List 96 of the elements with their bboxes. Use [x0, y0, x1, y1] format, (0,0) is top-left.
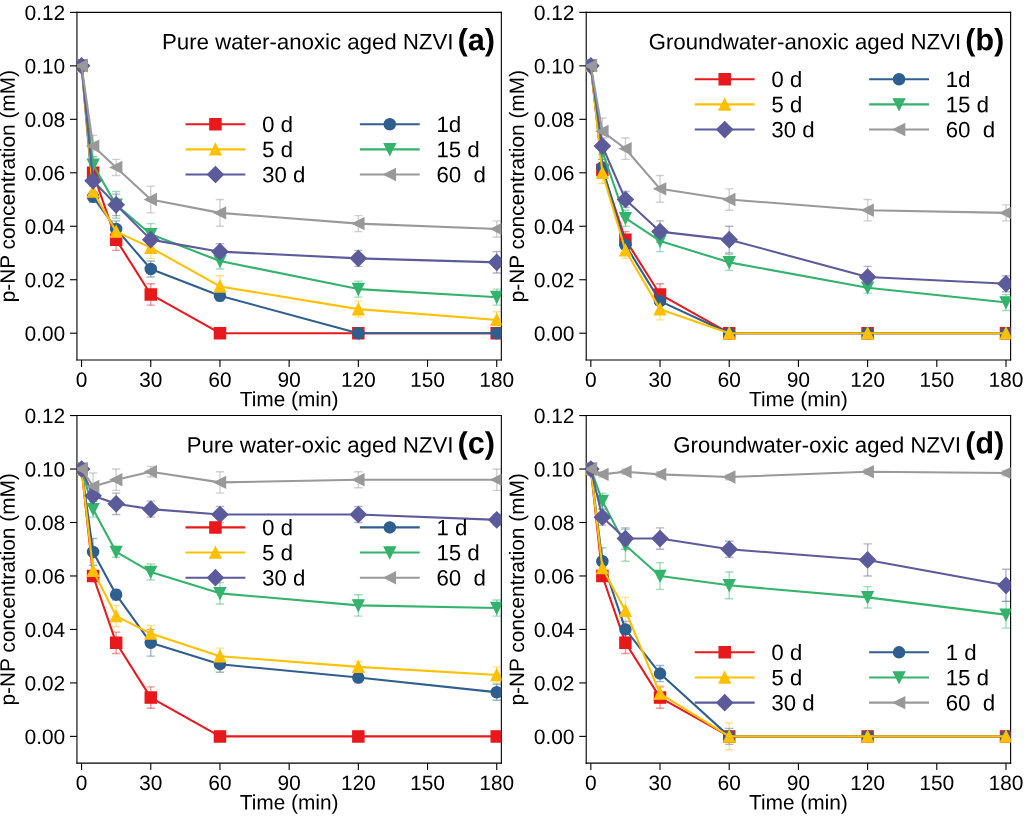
legend-label: 60 d: [437, 166, 485, 183]
legend-label: 5 d: [263, 544, 292, 561]
y-axis-title: p-NP concentration (mM): [0, 474, 20, 705]
x-tick-label: 90: [278, 372, 300, 388]
x-tick-label: 0: [585, 372, 596, 388]
y-tick-label: 0.10: [25, 58, 65, 74]
x-tick-label: 90: [278, 775, 300, 791]
y-axis-title: p-NP concentration (mM): [508, 474, 529, 705]
y-tick-label: 0.00: [25, 326, 65, 341]
y-tick-label: 0.10: [534, 462, 574, 477]
text: Pure water-anoxic aged NZVI: [163, 33, 452, 54]
y-tick-label: 0.12: [534, 5, 574, 21]
y-tick-label: 0.00: [534, 326, 574, 341]
x-tick-label: 180: [990, 372, 1023, 388]
legend-label: 30 d: [262, 166, 304, 183]
x-tick-label: 120: [851, 372, 885, 388]
legend-label: 0 d: [772, 644, 801, 661]
legend-label: 0 d: [772, 70, 801, 88]
annotation: (b): [966, 28, 1003, 57]
y-tick-label: 0.08: [534, 515, 574, 531]
y-tick-label: 0.04: [534, 219, 574, 235]
legend-label: 30 d: [772, 694, 814, 711]
x-tick-label: 150: [411, 775, 445, 791]
y-tick-label: 0.00: [25, 729, 65, 745]
x-tick-label: 90: [787, 372, 810, 388]
y-tick-label: 0.00: [534, 729, 574, 745]
y-tick-label: 0.06: [534, 165, 574, 181]
legend-label: 60 d: [946, 121, 994, 138]
legend-label: 5 d: [772, 669, 801, 686]
annotation: (d): [966, 431, 1003, 460]
y-tick-label: 0.08: [534, 112, 574, 128]
x-axis-title: Time (min): [240, 794, 338, 814]
legend-label: 60 d: [437, 569, 485, 586]
y-tick-label: 0.02: [25, 272, 65, 288]
x-tick-label: 120: [851, 775, 885, 791]
y-tick-label: 0.10: [534, 58, 574, 74]
y-tick-label: 0.02: [25, 675, 65, 691]
y-tick-label: 0.12: [25, 5, 65, 21]
y-tick-label: 0.02: [534, 675, 574, 691]
x-axis-title: Time (min): [749, 391, 847, 411]
legend-label: 1d: [438, 115, 460, 133]
x-tick-label: 60: [718, 372, 740, 388]
y-tick-label: 0.04: [25, 622, 65, 638]
y-tick-label: 0.12: [25, 408, 65, 424]
annotation: (a): [459, 28, 494, 57]
legend-label: 15 d: [947, 96, 988, 113]
y-axis-title: p-NP concentration (mM): [0, 71, 20, 301]
legend-label: 0 d: [262, 519, 292, 536]
x-tick-label: 150: [921, 372, 954, 388]
legend-label: 1d: [947, 70, 970, 88]
text: Pure water-oxic aged NZVI: [188, 436, 452, 458]
x-tick-label: 30: [139, 372, 162, 388]
y-axis-title: p-NP concentration (mM): [508, 71, 529, 301]
x-tick-label: 0: [76, 775, 87, 791]
y-tick-label: 0.08: [25, 515, 65, 531]
x-axis-title: Time (min): [749, 794, 847, 814]
x-tick-label: 120: [342, 775, 375, 791]
legend-label: 1 d: [438, 519, 466, 536]
legend-label: 5 d: [263, 141, 292, 158]
x-tick-label: 90: [787, 775, 810, 791]
text: Groundwater-oxic aged NZVI: [674, 436, 959, 458]
x-tick-label: 60: [209, 372, 231, 388]
x-tick-label: 180: [480, 372, 514, 388]
x-tick-label: 0: [76, 372, 87, 388]
x-axis-title: Time (min): [240, 391, 338, 411]
legend-label: 30 d: [262, 569, 304, 586]
text: Groundwater-anoxic aged NZVI: [649, 33, 960, 54]
x-tick-label: 180: [480, 775, 514, 791]
y-tick-label: 0.10: [25, 462, 65, 477]
legend-label: 15 d: [438, 544, 479, 561]
x-tick-label: 30: [649, 775, 671, 791]
y-tick-label: 0.06: [534, 568, 574, 584]
legend-label: 15 d: [947, 669, 988, 686]
y-tick-label: 0.08: [25, 112, 65, 128]
x-tick-label: 30: [649, 372, 671, 388]
y-tick-label: 0.12: [534, 408, 574, 424]
y-tick-label: 0.04: [534, 622, 574, 638]
x-tick-label: 60: [718, 775, 740, 791]
legend-label: 60 d: [946, 694, 994, 711]
x-tick-label: 120: [342, 372, 375, 388]
x-tick-label: 0: [585, 775, 596, 791]
x-tick-label: 150: [411, 372, 445, 388]
y-tick-label: 0.02: [534, 272, 574, 288]
legend-label: 30 d: [772, 121, 814, 138]
legend-label: 5 d: [772, 96, 801, 113]
y-tick-label: 0.06: [25, 165, 65, 181]
y-tick-label: 0.06: [25, 568, 65, 584]
x-tick-label: 60: [209, 775, 231, 791]
legend-label: 0 d: [262, 115, 292, 133]
legend-label: 15 d: [438, 141, 479, 158]
x-tick-label: 150: [921, 775, 954, 791]
y-tick-label: 0.04: [25, 219, 65, 235]
annotation: (c): [459, 431, 494, 460]
x-tick-label: 30: [139, 775, 162, 791]
x-tick-label: 180: [990, 775, 1023, 791]
legend-label: 1 d: [947, 644, 976, 661]
